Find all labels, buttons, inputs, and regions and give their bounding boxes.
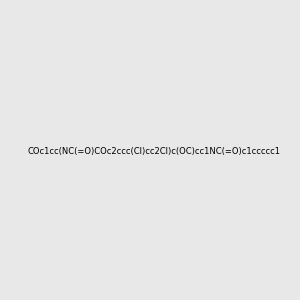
Text: COc1cc(NC(=O)COc2ccc(Cl)cc2Cl)c(OC)cc1NC(=O)c1ccccc1: COc1cc(NC(=O)COc2ccc(Cl)cc2Cl)c(OC)cc1NC… (27, 147, 280, 156)
